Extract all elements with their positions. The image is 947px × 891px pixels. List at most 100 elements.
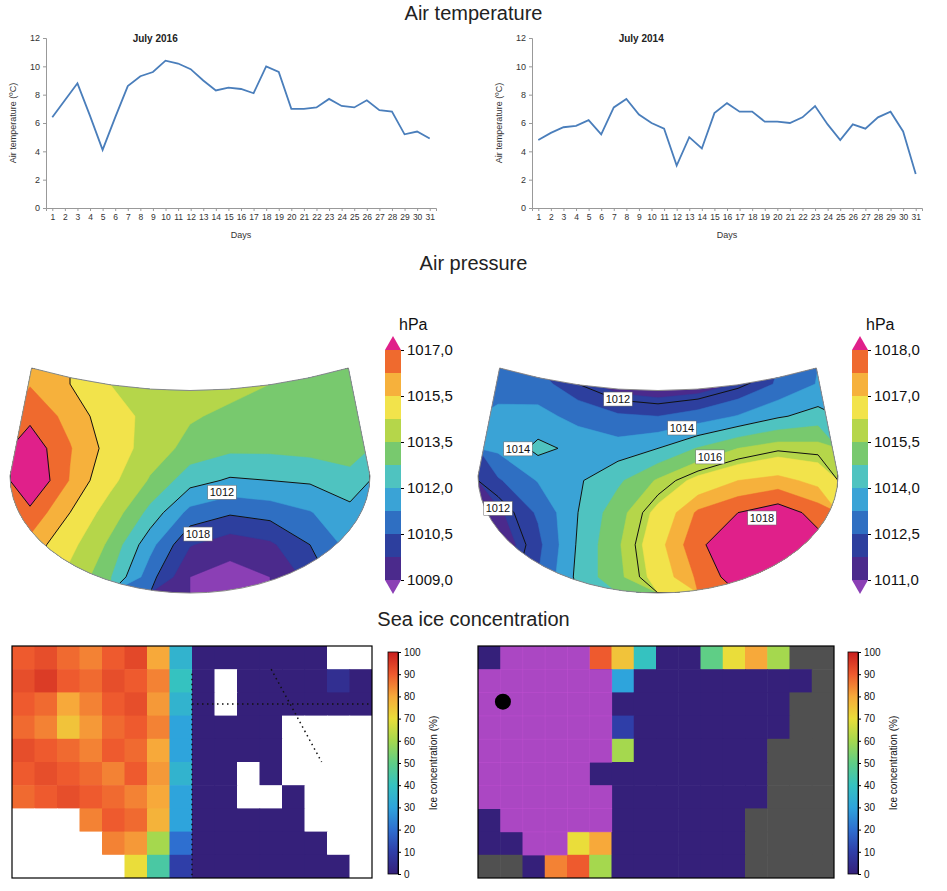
tick: 40	[398, 780, 416, 791]
tick: 18	[748, 208, 758, 222]
figure: Air temperatureAir pressureSea ice conce…	[0, 0, 947, 891]
ice-cell	[567, 785, 590, 809]
ice-cell	[80, 692, 103, 716]
tick-mark	[664, 208, 665, 211]
tick-mark	[740, 208, 741, 211]
tick-mark	[254, 208, 255, 211]
ice-cell	[612, 646, 635, 670]
ice-cell	[678, 646, 701, 670]
tick: 10	[398, 847, 416, 858]
ice-cell	[12, 739, 35, 763]
tick: 19	[275, 208, 285, 222]
pressure-band	[10, 368, 370, 593]
y-axis-line	[43, 39, 47, 209]
overlay-cell	[523, 669, 546, 693]
ice-cell	[215, 739, 238, 763]
tick-mark	[52, 208, 53, 211]
ice-cell	[12, 762, 35, 786]
tick: 50	[398, 758, 416, 769]
ice-cell	[612, 785, 635, 809]
pressure-band	[598, 426, 838, 593]
tick-mark	[626, 208, 627, 211]
tick-label: 13	[685, 212, 695, 222]
ice-cell	[147, 808, 170, 832]
land-cell	[350, 646, 373, 670]
overlay-cell	[589, 785, 612, 809]
tick-mark	[191, 208, 192, 211]
tick: 80	[858, 691, 876, 702]
ice-cell	[12, 669, 35, 693]
tick-mark	[398, 674, 401, 675]
ice-cell	[237, 832, 260, 856]
tick-label: 20	[773, 212, 783, 222]
section-heading: Air pressure	[420, 252, 528, 274]
ice-cell	[634, 692, 657, 716]
pressure-band	[621, 442, 838, 593]
colorbar-title: hPa	[866, 316, 895, 333]
tick-label: 50	[404, 758, 416, 769]
colorbar-band	[852, 557, 868, 580]
boundary-line	[271, 669, 321, 762]
tick: 1011,0	[868, 571, 919, 588]
tick-mark	[90, 208, 91, 211]
ice-cell	[523, 739, 546, 763]
ice-cell	[678, 762, 701, 786]
map-area	[478, 368, 838, 593]
colorbar-axis-line	[399, 653, 402, 875]
tick: 25	[836, 208, 846, 222]
tick: 3	[562, 208, 567, 222]
tick: 60	[858, 736, 876, 747]
tick-mark	[752, 208, 753, 211]
land-cell	[812, 832, 834, 856]
overlay-cell	[523, 785, 546, 809]
tick-label: 1015,5	[407, 387, 453, 404]
tick-mark	[529, 208, 532, 209]
ice-cell	[478, 762, 501, 786]
tick-mark	[398, 696, 401, 697]
ice-cell	[125, 646, 148, 670]
ice-cell	[260, 739, 283, 763]
label-background	[604, 392, 632, 406]
tick-mark	[576, 208, 577, 211]
tick-label: 60	[864, 736, 876, 747]
tick: 0	[398, 869, 410, 880]
ice-cell	[35, 716, 58, 740]
tick-label: 27	[375, 212, 385, 222]
tick: 8	[138, 208, 143, 222]
ice-cell	[170, 785, 193, 809]
tick-mark	[563, 208, 564, 211]
tick-mark	[166, 208, 167, 211]
land-cell	[35, 855, 58, 878]
ice-cell	[500, 785, 523, 809]
tick-label: 23	[811, 212, 821, 222]
land-cell	[500, 855, 523, 878]
tick-mark	[858, 807, 861, 808]
land-cell	[745, 855, 768, 878]
ice-cell	[723, 646, 746, 670]
ice-cell	[147, 692, 170, 716]
tick-mark	[178, 208, 179, 211]
tick-label: 11	[660, 212, 669, 222]
ice-map	[478, 646, 835, 879]
ice-cell	[634, 832, 657, 856]
ice-cell	[80, 739, 103, 763]
label-background	[696, 450, 724, 464]
isobar-label: 1014	[670, 422, 694, 434]
land-cell	[350, 762, 373, 786]
station-dot	[495, 694, 511, 710]
tick-label: 2	[63, 212, 68, 222]
tick-mark	[652, 208, 653, 211]
ice-cell	[545, 762, 568, 786]
colorbar-axis-line	[869, 351, 872, 581]
ice-cell	[125, 785, 148, 809]
tick-label: 18	[748, 212, 758, 222]
land-cell	[282, 739, 305, 763]
tick-label: 22	[798, 212, 808, 222]
colorbar-band	[385, 465, 401, 488]
ice-cell	[35, 669, 58, 693]
x-axis-line	[533, 209, 923, 212]
tick-label: 24	[337, 212, 347, 222]
overlay-cell	[545, 646, 568, 670]
ice-cell	[745, 646, 768, 670]
ice-cell	[701, 832, 724, 856]
